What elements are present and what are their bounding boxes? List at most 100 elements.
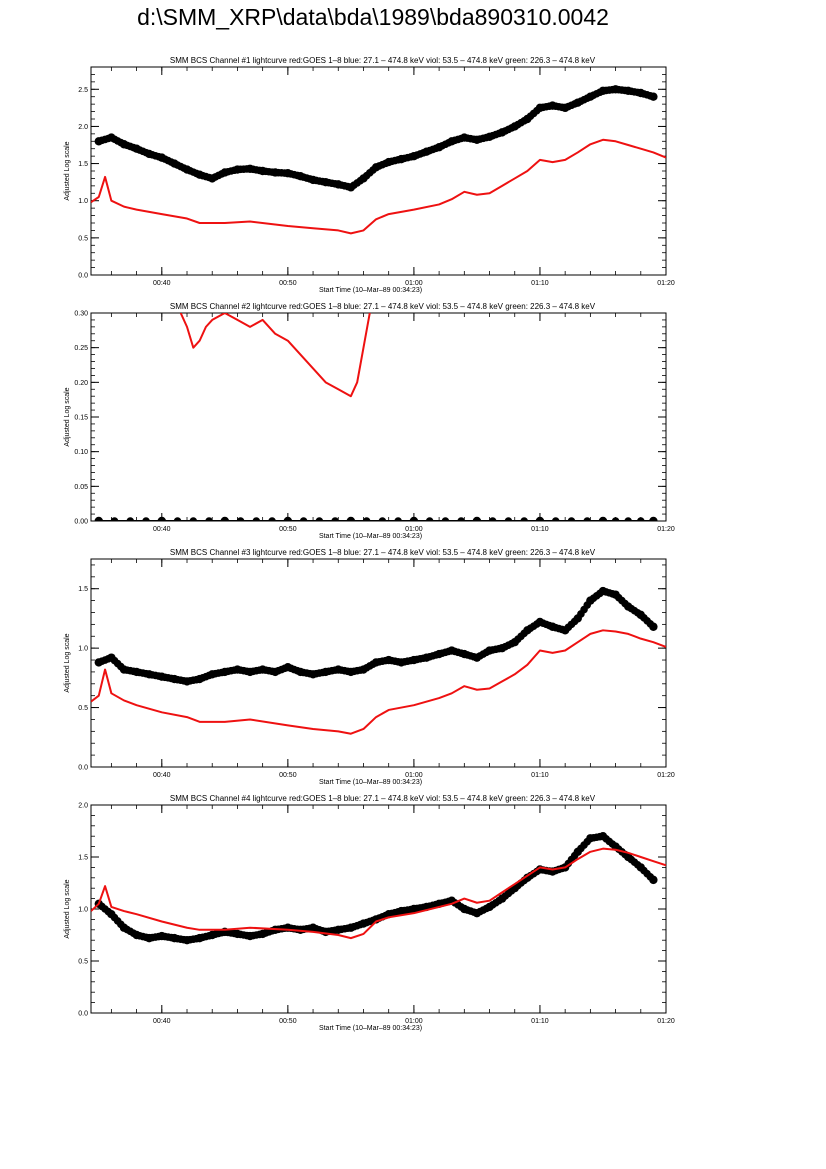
bcs-data-point bbox=[598, 516, 608, 521]
bcs-data-point bbox=[126, 517, 135, 521]
bcs-data-point bbox=[94, 516, 103, 521]
x-tick-label: 01:00 bbox=[405, 280, 423, 287]
bcs-data-point bbox=[378, 517, 387, 521]
x-axis-label: Start Time (10–Mar–89 00:34:23) bbox=[319, 1025, 422, 1032]
bcs-data-point bbox=[173, 517, 182, 521]
x-axis-label: Start Time (10–Mar–89 00:34:23) bbox=[319, 287, 422, 294]
y-tick-label: 0.5 bbox=[78, 959, 88, 966]
bcs-data-point bbox=[157, 516, 166, 521]
plot-frame bbox=[90, 804, 667, 1014]
bcs-data-point bbox=[520, 517, 528, 521]
x-tick-label: 00:50 bbox=[279, 280, 297, 287]
bcs-data-point bbox=[346, 516, 356, 521]
x-tick-label: 00:50 bbox=[279, 772, 297, 779]
bcs-data-point bbox=[268, 517, 276, 521]
y-tick-label: 0.00 bbox=[74, 519, 88, 526]
goes-series-line bbox=[179, 313, 371, 398]
y-tick-label: 0.0 bbox=[78, 765, 88, 772]
bcs-data-point bbox=[624, 517, 632, 521]
x-tick-label: 00:40 bbox=[153, 1018, 171, 1025]
chart-panel-2: SMM BCS Channel #2 lightcurve red:GOES 1… bbox=[64, 302, 675, 540]
bcs-data-point bbox=[551, 517, 560, 521]
bcs-data-point bbox=[142, 517, 150, 521]
bcs-data-point bbox=[649, 92, 658, 101]
y-tick-label: 0.5 bbox=[78, 705, 88, 712]
x-tick-label: 01:20 bbox=[657, 280, 675, 287]
x-tick-label: 00:50 bbox=[279, 1018, 297, 1025]
x-tick-label: 01:10 bbox=[531, 772, 549, 779]
goes-series-line bbox=[91, 847, 666, 940]
chart-panel-3: SMM BCS Channel #3 lightcurve red:GOES 1… bbox=[64, 548, 675, 786]
bcs-data-point bbox=[611, 517, 620, 521]
bcs-data-point bbox=[649, 622, 658, 631]
bcs-data-point bbox=[362, 517, 371, 521]
bcs-data-point bbox=[649, 516, 658, 521]
x-tick-label: 01:10 bbox=[531, 1018, 549, 1025]
bcs-data-point bbox=[425, 517, 434, 521]
bcs-data-point bbox=[457, 517, 465, 521]
bcs-data-point bbox=[394, 517, 402, 521]
chart-panel-1: SMM BCS Channel #1 lightcurve red:GOES 1… bbox=[64, 56, 675, 294]
bcs-data-point bbox=[283, 516, 293, 521]
y-tick-label: 2.0 bbox=[78, 803, 88, 810]
x-tick-label: 01:00 bbox=[405, 772, 423, 779]
y-tick-label: 0.30 bbox=[74, 311, 88, 318]
chart-title: SMM BCS Channel #4 lightcurve red:GOES 1… bbox=[170, 794, 596, 803]
bcs-data-point bbox=[110, 517, 119, 521]
y-tick-label: 1.5 bbox=[78, 161, 88, 168]
x-tick-label: 01:10 bbox=[531, 526, 549, 533]
series-group bbox=[91, 832, 666, 945]
bcs-data-point bbox=[236, 517, 245, 521]
y-tick-label: 0.15 bbox=[74, 415, 88, 422]
y-tick-label: 0.25 bbox=[74, 345, 88, 352]
bcs-data-point bbox=[441, 517, 450, 521]
bcs-data-point bbox=[252, 517, 261, 521]
x-tick-label: 00:40 bbox=[153, 526, 171, 533]
bcs-data-point bbox=[315, 517, 324, 521]
bcs-data-point bbox=[409, 516, 419, 521]
y-tick-label: 0.5 bbox=[78, 235, 88, 242]
bcs-data-point bbox=[299, 517, 308, 521]
x-tick-label: 01:20 bbox=[657, 1018, 675, 1025]
bcs-series-line bbox=[98, 589, 655, 683]
bcs-data-point bbox=[636, 517, 645, 521]
y-tick-label: 1.5 bbox=[78, 855, 88, 862]
plot-frame bbox=[90, 558, 667, 768]
plot-frame bbox=[90, 312, 667, 522]
chart-title: SMM BCS Channel #2 lightcurve red:GOES 1… bbox=[170, 302, 596, 311]
y-tick-label: 0.20 bbox=[74, 380, 88, 387]
x-tick-label: 01:00 bbox=[405, 526, 423, 533]
y-tick-label: 1.0 bbox=[78, 646, 88, 653]
x-tick-label: 00:40 bbox=[153, 280, 171, 287]
bcs-data-point bbox=[649, 875, 658, 885]
goes-series-line bbox=[91, 629, 666, 735]
bcs-data-point bbox=[583, 517, 592, 521]
bcs-data-point bbox=[189, 517, 198, 521]
series-group bbox=[91, 586, 666, 735]
y-axis-label: Adjusted Log scale bbox=[64, 141, 71, 200]
bcs-data-point bbox=[205, 517, 213, 521]
y-tick-label: 1.0 bbox=[78, 198, 88, 205]
y-tick-label: 0.10 bbox=[74, 449, 88, 456]
bcs-series-line bbox=[98, 835, 655, 942]
series-group bbox=[91, 85, 666, 235]
bcs-data-point bbox=[504, 517, 513, 521]
chart-title: SMM BCS Channel #1 lightcurve red:GOES 1… bbox=[170, 56, 596, 65]
bcs-data-point bbox=[488, 517, 497, 521]
x-tick-label: 01:20 bbox=[657, 772, 675, 779]
bcs-data-point bbox=[567, 517, 576, 521]
y-axis-label: Adjusted Log scale bbox=[64, 387, 71, 446]
bcs-data-point bbox=[220, 516, 230, 521]
chart-panel-4: SMM BCS Channel #4 lightcurve red:GOES 1… bbox=[64, 794, 675, 1032]
x-tick-label: 00:40 bbox=[153, 772, 171, 779]
bcs-data-point bbox=[535, 516, 545, 521]
y-tick-label: 1.5 bbox=[78, 586, 88, 593]
bcs-data-point bbox=[331, 517, 339, 521]
y-tick-label: 1.0 bbox=[78, 907, 88, 914]
x-axis-label: Start Time (10–Mar–89 00:34:23) bbox=[319, 779, 422, 786]
y-tick-label: 0.05 bbox=[74, 484, 88, 491]
x-tick-label: 00:50 bbox=[279, 526, 297, 533]
y-tick-label: 0.0 bbox=[78, 1011, 88, 1018]
y-tick-label: 0.0 bbox=[78, 273, 88, 280]
